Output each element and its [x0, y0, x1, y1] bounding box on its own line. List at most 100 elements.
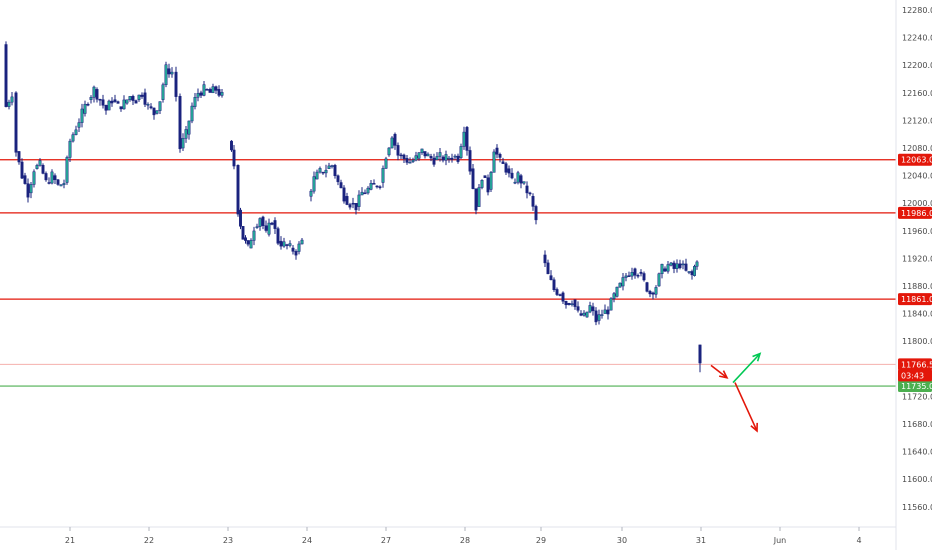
candle-body — [14, 92, 18, 153]
candle-body — [417, 152, 421, 159]
candle-body — [555, 289, 559, 295]
candle-body — [390, 137, 394, 149]
candle-body — [408, 161, 412, 164]
countdown-badge-bg — [898, 369, 932, 382]
candle-body — [273, 220, 277, 229]
candle-body — [603, 309, 607, 314]
horizontal-levels[interactable] — [0, 159, 896, 387]
y-tick-label: 11720.0 — [902, 392, 932, 401]
candle-body — [196, 93, 200, 98]
candle-body — [528, 192, 532, 195]
candle-body — [164, 64, 168, 86]
candle-body — [312, 176, 316, 192]
candle-body — [140, 94, 144, 97]
candle-body — [393, 133, 397, 146]
candle-body — [609, 298, 613, 311]
candle-body — [549, 275, 553, 281]
candle-body — [420, 148, 424, 153]
y-tick-label: 11840.0 — [902, 310, 932, 319]
candle-body — [327, 165, 331, 169]
candle-body — [630, 272, 634, 277]
candle-body — [10, 96, 14, 103]
candle-body — [128, 96, 132, 101]
price-axis[interactable]: 12280.0 12240.0 12200.0 12160.0 12120.0 12080… — [902, 6, 932, 512]
candle-body — [441, 156, 445, 161]
candle-body — [214, 86, 218, 91]
candle-body — [636, 275, 640, 277]
candle-body — [101, 99, 105, 106]
candle-body — [396, 145, 400, 156]
candle-body — [246, 240, 250, 245]
candle-body — [258, 218, 262, 227]
candle-body — [321, 171, 325, 174]
candle-body — [202, 84, 206, 96]
candle-body — [489, 172, 493, 190]
candle-body — [477, 187, 481, 207]
time-axis[interactable]: 21 22 23 24 27 28 29 30 31 Jun 4 — [65, 527, 862, 545]
candle-body — [62, 183, 66, 185]
y-tick-label: 12280.0 — [902, 6, 932, 15]
level-price-badge-bg — [898, 380, 932, 393]
candle-body — [645, 282, 649, 292]
candle-body — [516, 172, 520, 183]
candle-body — [423, 151, 427, 157]
x-tick-label: 21 — [65, 536, 75, 545]
annotation-arrow-line[interactable] — [734, 382, 758, 432]
candle-body — [543, 254, 547, 264]
candle-body — [20, 161, 24, 179]
candle-body — [618, 282, 622, 288]
candle-body — [567, 303, 571, 305]
candle-body — [462, 131, 466, 147]
candle-body — [17, 151, 21, 163]
annotation-arrow-head — [750, 422, 758, 433]
candle-body — [50, 171, 54, 184]
candle-body — [564, 301, 568, 306]
candle-body — [122, 99, 126, 110]
candle-body — [684, 263, 688, 271]
y-tick-label: 11560.0 — [902, 503, 932, 512]
last-candle-body — [698, 344, 702, 364]
candle-body — [585, 311, 589, 318]
candle-body — [627, 275, 631, 277]
candle-body — [507, 168, 511, 174]
candle-body — [426, 153, 430, 157]
countdown-badge: 03:43 — [901, 371, 924, 380]
candle-body — [267, 222, 271, 235]
level-price-badge-bg — [898, 206, 932, 219]
candle-body — [270, 222, 274, 225]
candle-body — [220, 92, 224, 96]
candle-body — [56, 179, 60, 185]
x-tick-label: 28 — [460, 536, 470, 545]
candle-body — [483, 175, 487, 178]
candle-body — [125, 99, 129, 104]
candle-body — [624, 275, 628, 278]
candle-body — [276, 228, 280, 244]
candle-body — [687, 271, 691, 273]
candle-body — [217, 89, 221, 96]
candle-body — [360, 191, 364, 196]
candle-body — [74, 129, 78, 135]
candle-body — [600, 314, 604, 316]
candle-body — [576, 306, 580, 311]
candle-body — [47, 182, 51, 184]
candle-body — [579, 313, 583, 316]
candle-body — [29, 184, 33, 194]
candle-body — [174, 71, 178, 97]
annotation-arrow-line[interactable] — [732, 353, 761, 384]
candle-body — [261, 216, 265, 226]
candle-body — [435, 156, 439, 160]
candle-body — [110, 100, 114, 104]
x-tick-label: 22 — [144, 536, 154, 545]
candle-body — [459, 146, 463, 158]
candle-body — [158, 101, 162, 111]
candle-body — [255, 226, 259, 228]
annotation-arrow-line[interactable] — [710, 364, 728, 379]
candle-body — [53, 175, 57, 181]
candle-body — [330, 165, 334, 167]
level-price-badge-bg — [898, 293, 932, 306]
candle-body — [170, 71, 174, 75]
level-price-badge: 11986.0 — [901, 209, 932, 218]
annotation-arrows[interactable] — [710, 352, 762, 433]
candle-body — [152, 107, 156, 116]
